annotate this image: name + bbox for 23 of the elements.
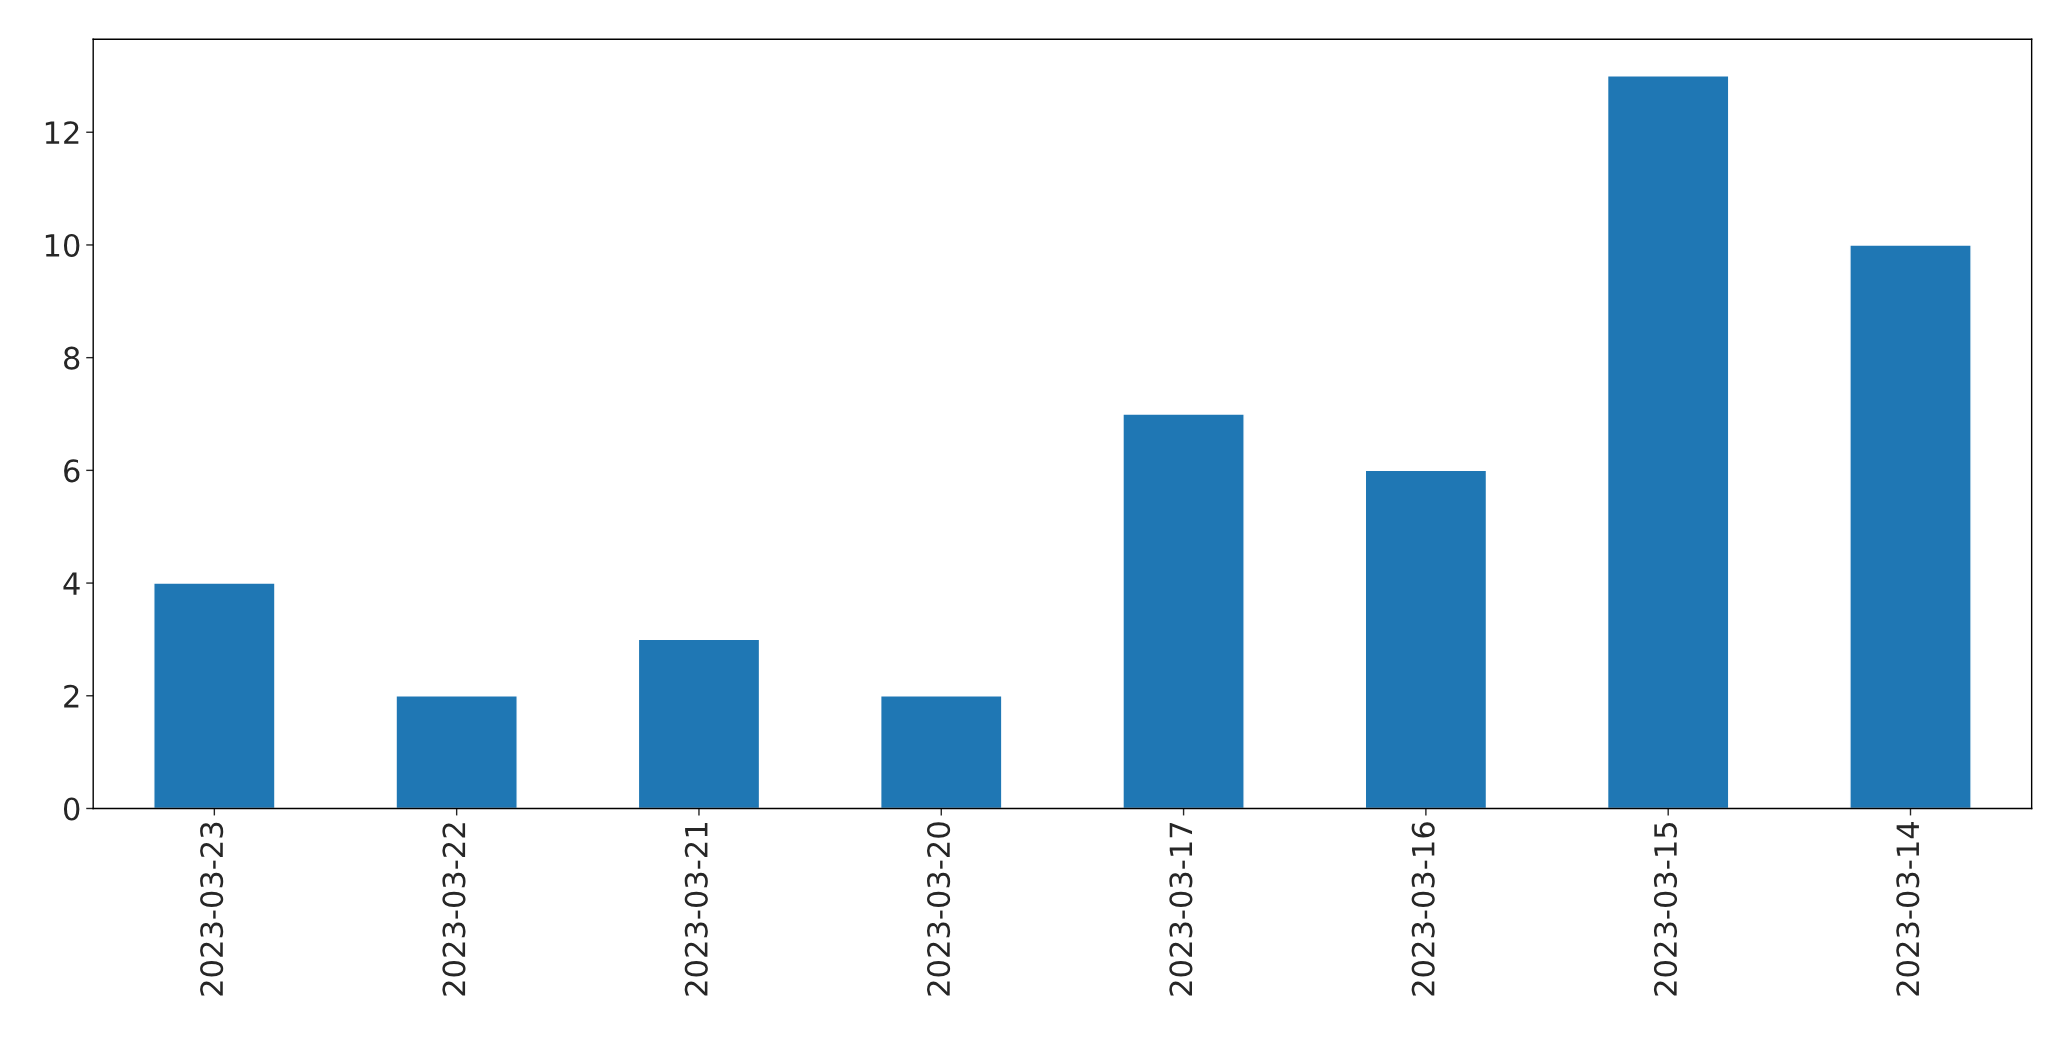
bar <box>153 582 276 809</box>
bar <box>1122 413 1245 809</box>
bar <box>637 638 761 809</box>
x-tick-label: 2023-03-21 <box>684 823 708 996</box>
x-tick-label: 2023-03-17 <box>1169 822 1193 996</box>
y-tick-label: 4 <box>63 572 80 595</box>
x-tick-label: 2023-03-16 <box>1411 822 1435 996</box>
x-tick-label: 2023-03-14 <box>1896 822 1920 996</box>
y-tick-label: 0 <box>63 797 80 821</box>
x-tick-label: 2023-03-15 <box>1653 822 1678 996</box>
y-tick-label: 8 <box>64 346 80 370</box>
x-tick-label: 2023-03-23 <box>200 822 224 996</box>
bar <box>1849 244 1972 809</box>
y-tick-label: 2 <box>64 684 79 708</box>
x-tick-label: 2023-03-22 <box>442 823 466 996</box>
bar <box>1364 469 1488 809</box>
y-tick-label: 10 <box>45 233 80 257</box>
x-tick-label: 2023-03-20 <box>927 822 951 996</box>
bar <box>395 695 518 809</box>
bar <box>1606 75 1730 809</box>
y-tick-label: 12 <box>45 121 79 144</box>
y-tick-label: 6 <box>64 459 80 483</box>
bar <box>879 695 1003 809</box>
